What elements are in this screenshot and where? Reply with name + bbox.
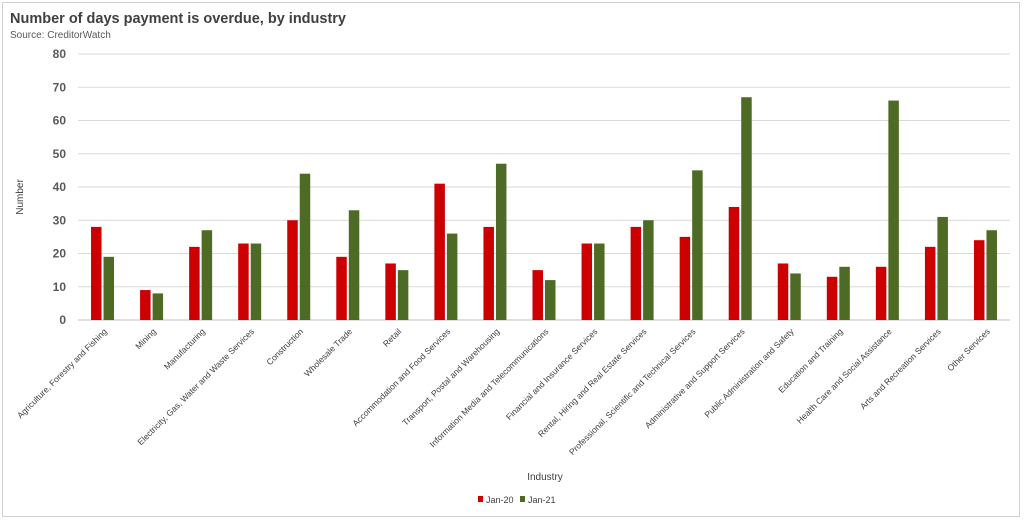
x-category-label: Mining xyxy=(133,326,158,351)
x-category-label: Health Care and Social Assistance xyxy=(795,326,894,425)
x-category-label: Wholesale Trade xyxy=(302,326,354,378)
x-category-label: Retail xyxy=(381,326,404,349)
y-tick-label: 10 xyxy=(53,280,67,294)
bar-jan-21 xyxy=(888,100,899,320)
y-axis-title: Number xyxy=(15,179,26,215)
bar-jan-20 xyxy=(189,246,200,320)
bar-jan-21 xyxy=(545,280,556,320)
bar-jan-21 xyxy=(643,220,654,320)
bar-jan-21 xyxy=(594,243,605,320)
x-category-label: Financial and Insurance Services xyxy=(504,326,600,422)
bar-jan-21 xyxy=(103,256,115,320)
gridlines xyxy=(78,53,1010,321)
bar-jan-20 xyxy=(581,243,593,320)
bar-jan-21 xyxy=(201,230,213,320)
x-category-label: Manufacturing xyxy=(162,326,207,371)
bar-jan-20 xyxy=(91,226,102,320)
y-tick-label: 30 xyxy=(53,213,67,227)
x-category-label: Construction xyxy=(264,326,305,367)
bar-jan-21 xyxy=(299,173,311,320)
bar-jan-20 xyxy=(875,266,887,320)
x-category-label: Other Services xyxy=(945,326,992,373)
bar-jan-21 xyxy=(348,210,360,320)
legend-swatch-jan-21 xyxy=(520,496,525,502)
x-category-label: Rental, Hiring and Real Estate Services xyxy=(536,326,649,439)
bar-jan-20 xyxy=(434,183,445,320)
x-axis-category-labels: Agriculture, Forestry and Fishing Mining M… xyxy=(15,326,992,457)
bar-jan-20 xyxy=(336,256,347,320)
bar-jan-20 xyxy=(924,246,936,320)
legend: Jan-20 Jan-21 xyxy=(478,495,556,505)
bar-jan-20 xyxy=(679,236,691,320)
bar-jan-20 xyxy=(777,263,789,320)
bar-jan-21 xyxy=(446,233,458,320)
bar-jan-20 xyxy=(973,240,985,320)
bar-jan-21 xyxy=(790,273,801,320)
bar-jan-21 xyxy=(250,243,262,320)
bar-jan-21 xyxy=(692,170,703,320)
bar-jan-20 xyxy=(385,263,396,320)
bar-jan-20 xyxy=(630,226,642,320)
x-category-label: Agriculture, Forestry and Fishing xyxy=(15,326,109,420)
y-tick-label: 0 xyxy=(59,313,66,327)
x-category-label: Accommodation and Food Services xyxy=(350,326,452,428)
x-category-label: Administrative and Support Services xyxy=(643,326,747,430)
legend-label-jan-20: Jan-20 xyxy=(486,495,514,505)
y-tick-label: 80 xyxy=(53,47,67,61)
y-tick-label: 50 xyxy=(53,147,67,161)
x-category-label: Transport, Postal and Warehousing xyxy=(400,326,501,427)
y-axis-ticks: 0 10 20 30 40 50 60 70 80 xyxy=(53,47,67,327)
bar-jan-20 xyxy=(532,270,543,320)
legend-swatch-jan-20 xyxy=(478,496,483,502)
bar-jan-21 xyxy=(152,293,164,320)
bar-jan-20 xyxy=(728,206,740,320)
bar-jan-21 xyxy=(495,163,507,320)
chart-title: Number of days payment is overdue, by in… xyxy=(10,11,346,27)
chart-subtitle: Source: CreditorWatch xyxy=(10,30,111,41)
bar-jan-20 xyxy=(238,243,249,320)
bar-jan-21 xyxy=(986,230,997,320)
y-tick-label: 20 xyxy=(53,247,67,261)
bar-jan-21 xyxy=(839,266,850,320)
legend-label-jan-21: Jan-21 xyxy=(528,495,556,505)
y-tick-label: 60 xyxy=(53,114,67,128)
bar-jan-20 xyxy=(483,226,494,320)
bar-jan-20 xyxy=(140,290,151,320)
bar-jan-21 xyxy=(397,270,409,320)
y-tick-label: 70 xyxy=(53,80,67,94)
x-category-label: Public Administration and Safety xyxy=(702,326,796,420)
bars xyxy=(91,97,997,320)
x-axis-title: Industry xyxy=(527,472,563,483)
y-tick-label: 40 xyxy=(53,180,67,194)
bar-jan-20 xyxy=(826,276,838,320)
bar-jan-21 xyxy=(741,97,752,320)
bar-jan-21 xyxy=(937,216,948,320)
bar-jan-20 xyxy=(287,220,298,320)
x-category-label: Arts and Recreation Services xyxy=(858,326,943,411)
